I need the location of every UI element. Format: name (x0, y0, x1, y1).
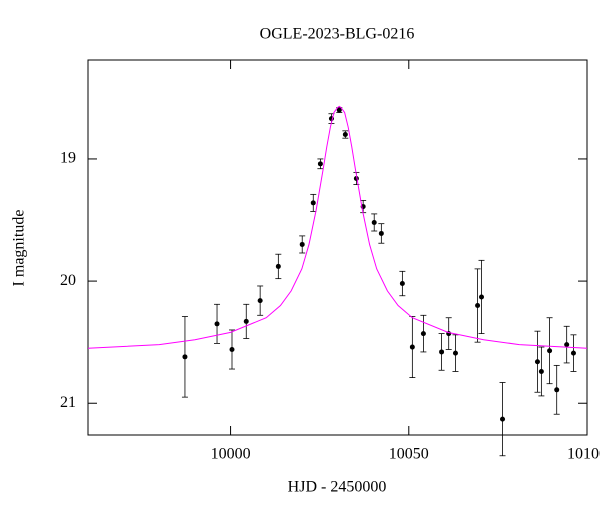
data-point (182, 354, 188, 360)
data-point (371, 219, 377, 225)
data-point (229, 346, 235, 352)
data-point (310, 200, 316, 206)
data-point (475, 303, 481, 309)
data-point (243, 318, 249, 324)
data-point (564, 342, 570, 348)
x-tick-label: 10000 (211, 446, 251, 463)
data-point (275, 263, 281, 269)
data-point (336, 107, 342, 113)
data-point (317, 161, 323, 167)
data-point (257, 298, 263, 304)
model-curve (87, 105, 588, 349)
data-point (534, 359, 540, 365)
y-tick-label: 19 (60, 150, 76, 167)
data-point (420, 331, 426, 337)
data-point (342, 132, 348, 138)
data-point (439, 349, 445, 355)
data-point (299, 241, 305, 247)
x-tick-label: 10050 (389, 446, 429, 463)
data-point (214, 321, 220, 327)
y-axis-label: I magnitude (11, 210, 28, 287)
data-point (378, 230, 384, 236)
plot-frame (87, 59, 588, 436)
y-tick-label: 21 (60, 394, 76, 411)
data-point (547, 348, 553, 354)
data-point (538, 368, 544, 374)
data-point (570, 350, 576, 356)
data-point (399, 281, 405, 287)
data-point (478, 294, 484, 300)
x-axis-label: HJD - 2450000 (288, 479, 387, 496)
data-point (452, 350, 458, 356)
data-point (500, 416, 506, 422)
data-point (554, 387, 560, 393)
y-tick-label: 20 (60, 272, 76, 289)
chart-title: OGLE-2023-BLG-0216 (260, 26, 415, 43)
data-point (409, 344, 415, 350)
x-tick-label: 10100 (567, 446, 600, 463)
